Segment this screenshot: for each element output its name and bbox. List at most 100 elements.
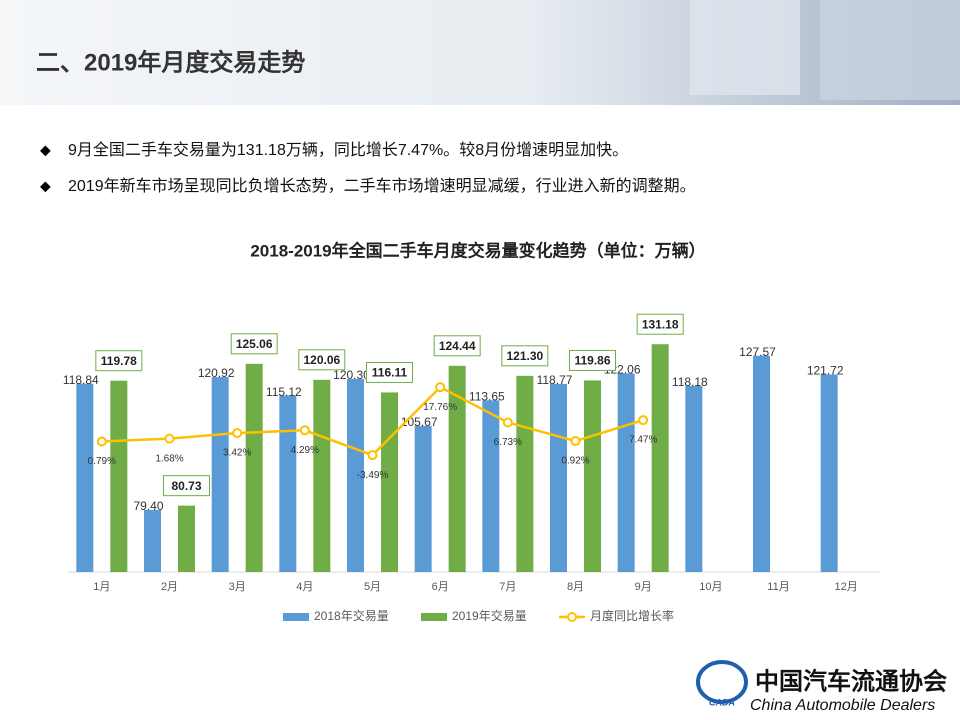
line-marker — [570, 436, 581, 447]
data-label-box — [501, 345, 549, 367]
x-tick-label: 2月 — [161, 581, 178, 593]
legend-swatch — [567, 612, 577, 622]
data-label-box — [163, 475, 210, 497]
data-label: 121.30 — [506, 349, 543, 363]
x-tick-label: 7月 — [499, 581, 516, 593]
line-marker — [638, 415, 649, 426]
data-label-box — [298, 349, 346, 371]
data-label: 131.18 — [642, 317, 679, 331]
line-marker — [232, 428, 243, 439]
bar — [211, 377, 229, 572]
data-label: 119.86 — [574, 354, 610, 368]
data-label: 120.30 — [333, 368, 370, 382]
data-label-box — [636, 313, 684, 335]
bar — [685, 385, 703, 572]
data-label: 121.72 — [807, 364, 844, 378]
data-label-box — [569, 349, 616, 371]
legend-swatch — [421, 613, 447, 621]
line-marker — [164, 433, 175, 444]
data-label-box — [366, 361, 413, 383]
data-label: 7.47% — [629, 435, 657, 446]
data-label: 113.65 — [469, 389, 505, 403]
data-label: 118.84 — [63, 373, 99, 387]
data-label: 127.57 — [739, 345, 776, 359]
bar — [279, 395, 297, 572]
line-marker — [367, 450, 378, 461]
data-label: 0.92% — [561, 456, 589, 467]
legend-swatch — [283, 613, 309, 621]
bar — [144, 509, 161, 572]
x-tick-label: 10月 — [699, 581, 722, 593]
bar — [76, 383, 94, 572]
data-label: 4.29% — [291, 445, 319, 456]
line-marker — [299, 425, 310, 436]
line-marker — [502, 417, 513, 428]
x-tick-label: 12月 — [835, 581, 858, 593]
bar — [381, 392, 398, 572]
data-label: 1.68% — [155, 453, 183, 464]
bar — [617, 373, 635, 572]
bar — [110, 380, 128, 572]
x-tick-label: 11月 — [767, 581, 789, 593]
data-label: 0.79% — [88, 456, 116, 467]
bar — [414, 425, 432, 572]
bar — [550, 383, 567, 572]
data-label-box — [433, 335, 481, 357]
data-label: 6.73% — [494, 437, 522, 448]
bar — [313, 379, 331, 572]
data-label: 116.11 — [372, 366, 408, 380]
x-tick-label: 4月 — [296, 581, 313, 593]
x-tick-label: 9月 — [635, 581, 652, 593]
legend-label: 月度同比增长率 — [590, 608, 674, 623]
bullet-icon: ◆ — [40, 178, 51, 194]
bar — [651, 344, 669, 572]
logo-mark-text: CADA — [709, 697, 735, 707]
logo-mark — [696, 660, 748, 704]
header-title: 二、2019年月度交易走势 — [36, 48, 305, 76]
data-label: 118.77 — [537, 373, 573, 387]
bar — [584, 380, 601, 572]
header-cube — [690, 0, 800, 95]
bar — [820, 374, 838, 572]
x-tick-label: 3月 — [229, 581, 246, 593]
header-cube — [820, 0, 960, 100]
x-tick-label: 1月 — [93, 581, 110, 593]
bar — [482, 400, 500, 572]
data-label: 17.76% — [423, 402, 457, 413]
bullet-icon: ◆ — [40, 142, 51, 158]
data-label-box — [230, 333, 278, 355]
x-tick-label: 6月 — [432, 581, 449, 593]
data-label-box — [95, 350, 143, 372]
data-label: 120.06 — [303, 353, 340, 367]
data-label: 80.73 — [171, 479, 201, 493]
chart-title: 2018-2019年全国二手车月度交易量变化趋势（单位：万辆） — [250, 240, 705, 260]
legend-label: 2019年交易量 — [452, 608, 527, 623]
logo: CADA 中国汽车流通协会 China Automobile Dealers — [696, 660, 947, 714]
data-label: -3.49% — [357, 470, 389, 481]
data-label: 3.42% — [223, 448, 251, 459]
data-label: 125.06 — [236, 337, 273, 351]
line-marker — [96, 436, 107, 447]
data-label: 124.44 — [439, 339, 476, 353]
logo-english: China Automobile Dealers — [750, 697, 935, 714]
bar — [448, 365, 466, 572]
data-label: 79.40 — [133, 499, 163, 513]
logo-name: 中国汽车流通协会 — [755, 667, 947, 695]
legend-label: 2018年交易量 — [314, 608, 389, 623]
line-marker — [435, 382, 446, 393]
bar — [178, 505, 195, 572]
bullet: 9月全国二手车交易量为131.18万辆，同比增长7.47%。较8月份增速明显加快… — [68, 141, 628, 159]
bar — [516, 375, 534, 572]
data-label: 119.78 — [101, 354, 137, 368]
bar — [347, 379, 364, 572]
data-label: 115.12 — [266, 385, 302, 399]
bar — [753, 355, 770, 572]
x-tick-label: 8月 — [567, 581, 584, 593]
bullet: 2019年新车市场呈现同比负增长态势，二手车市场增速明显减缓，行业进入新的调整期… — [68, 177, 696, 195]
data-label: 120.92 — [198, 366, 235, 380]
bar — [245, 363, 263, 572]
x-tick-label: 5月 — [364, 581, 381, 593]
data-label: 118.18 — [672, 375, 708, 389]
